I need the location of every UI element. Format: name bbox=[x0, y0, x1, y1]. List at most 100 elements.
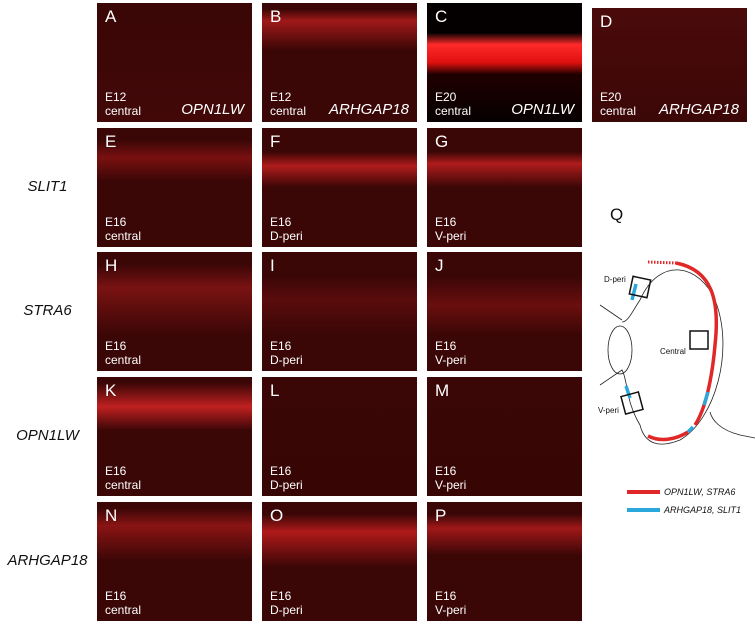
gene-label: OPN1LW bbox=[511, 101, 574, 118]
red-domain bbox=[647, 261, 719, 442]
optic-nerve bbox=[709, 411, 755, 439]
stage: E12 bbox=[270, 90, 292, 104]
stage: E16 bbox=[435, 589, 457, 603]
gene-label: OPN1LW bbox=[181, 101, 244, 118]
panel-caption: E16 D-peri bbox=[270, 215, 303, 243]
region-label: D-peri bbox=[604, 275, 626, 284]
panel-caption: E16 central bbox=[105, 215, 141, 243]
region: V-peri bbox=[435, 478, 467, 492]
panel-caption: E16 D-peri bbox=[270, 339, 303, 367]
panel-letter: K bbox=[105, 381, 117, 400]
panel-letter: G bbox=[435, 132, 449, 151]
micrograph-panel: C E20 central OPN1LW bbox=[427, 3, 582, 122]
region: central bbox=[435, 104, 472, 118]
row-label: SLIT1 bbox=[27, 178, 68, 195]
region: central bbox=[105, 104, 142, 118]
blue-domain bbox=[624, 283, 710, 434]
region-label: V-peri bbox=[598, 406, 619, 415]
panel-caption: E16 D-peri bbox=[270, 464, 303, 492]
panel-letter: F bbox=[270, 132, 281, 151]
panel-letter: A bbox=[105, 7, 117, 26]
region: central bbox=[600, 104, 637, 118]
panel-letter: L bbox=[270, 381, 280, 400]
micrograph-panel: G E16 V-peri bbox=[427, 128, 582, 247]
panel-caption: E16 V-peri bbox=[435, 339, 466, 367]
stage: E20 bbox=[435, 90, 457, 104]
region: central bbox=[105, 229, 142, 243]
panel-letter: J bbox=[435, 256, 444, 275]
legend-label: OPN1LW, STRA6 bbox=[664, 487, 735, 497]
box bbox=[628, 275, 652, 299]
micrograph-panel: L E16 D-peri bbox=[262, 377, 417, 496]
region: D-peri bbox=[270, 603, 303, 617]
panel-caption: E16 central bbox=[105, 589, 141, 617]
stage: E20 bbox=[600, 90, 622, 104]
stage: E16 bbox=[105, 339, 127, 353]
region: central bbox=[105, 603, 142, 617]
region-label: Central bbox=[660, 347, 686, 356]
panel-caption: E12 central bbox=[105, 90, 141, 118]
micrograph-panel: N E16 central bbox=[97, 502, 252, 621]
legend-label: ARHGAP18, SLIT1 bbox=[663, 505, 741, 515]
panel-letter: M bbox=[435, 381, 450, 400]
micrograph-panel: A E12 central OPN1LW bbox=[97, 3, 252, 122]
micrograph-panel: O E16 D-peri bbox=[262, 502, 417, 621]
region: D-peri bbox=[270, 478, 303, 492]
micrograph-panel: B E12 central ARHGAP18 bbox=[262, 3, 417, 122]
region: V-peri bbox=[435, 353, 467, 367]
panel-caption: E16 central bbox=[105, 464, 141, 492]
panel-letter: P bbox=[435, 506, 447, 525]
panel-letter: D bbox=[600, 12, 613, 31]
panel-caption: E16 central bbox=[105, 339, 141, 367]
row-label: ARHGAP18 bbox=[7, 552, 88, 569]
panel-caption: E16 D-peri bbox=[270, 589, 303, 617]
stage: E16 bbox=[270, 589, 292, 603]
region: D-peri bbox=[270, 353, 303, 367]
stage: E16 bbox=[105, 464, 127, 478]
micrograph-panel: K E16 central bbox=[97, 377, 252, 496]
panel-caption: E20 central bbox=[600, 90, 636, 118]
box bbox=[620, 391, 644, 415]
panel-letter: N bbox=[105, 506, 118, 525]
stage: E16 bbox=[435, 464, 457, 478]
panel-caption: E20 central bbox=[435, 90, 471, 118]
row-label: STRA6 bbox=[23, 302, 72, 319]
box bbox=[689, 330, 709, 350]
gene-label: ARHGAP18 bbox=[658, 101, 739, 118]
micrograph-panel: I E16 D-peri bbox=[262, 252, 417, 371]
gene-label: ARHGAP18 bbox=[328, 101, 409, 118]
stage: E12 bbox=[105, 90, 127, 104]
micrograph-panel: H E16 central bbox=[97, 252, 252, 371]
panel-caption: E16 V-peri bbox=[435, 215, 466, 243]
region: D-peri bbox=[270, 229, 303, 243]
eye-outline bbox=[599, 269, 724, 445]
panel-caption: E12 central bbox=[270, 90, 306, 118]
panel-letter: Q bbox=[610, 205, 623, 224]
lens bbox=[607, 325, 633, 375]
panel-letter: I bbox=[270, 256, 275, 275]
stage: E16 bbox=[435, 339, 457, 353]
panel-letter: C bbox=[435, 7, 448, 26]
row-label: OPN1LW bbox=[16, 427, 79, 444]
panel-caption: E16 V-peri bbox=[435, 589, 466, 617]
stage: E16 bbox=[270, 339, 292, 353]
panel-caption: E16 V-peri bbox=[435, 464, 466, 492]
micrograph-panel: E E16 central bbox=[97, 128, 252, 247]
region: V-peri bbox=[435, 229, 467, 243]
panel-letter: E bbox=[105, 132, 117, 151]
panel-letter: H bbox=[105, 256, 118, 275]
stage: E16 bbox=[270, 215, 292, 229]
stage: E16 bbox=[105, 215, 127, 229]
red-gradient bbox=[647, 260, 677, 265]
region: central bbox=[105, 353, 142, 367]
micrograph-panel: D E20 central ARHGAP18 bbox=[592, 8, 747, 122]
micrograph-panel: M E16 V-peri bbox=[427, 377, 582, 496]
stage: E16 bbox=[435, 215, 457, 229]
region: central bbox=[105, 478, 142, 492]
region: V-peri bbox=[435, 603, 467, 617]
region: central bbox=[270, 104, 307, 118]
micrograph-panel: J E16 V-peri bbox=[427, 252, 582, 371]
micrograph-panel: F E16 D-peri bbox=[262, 128, 417, 247]
